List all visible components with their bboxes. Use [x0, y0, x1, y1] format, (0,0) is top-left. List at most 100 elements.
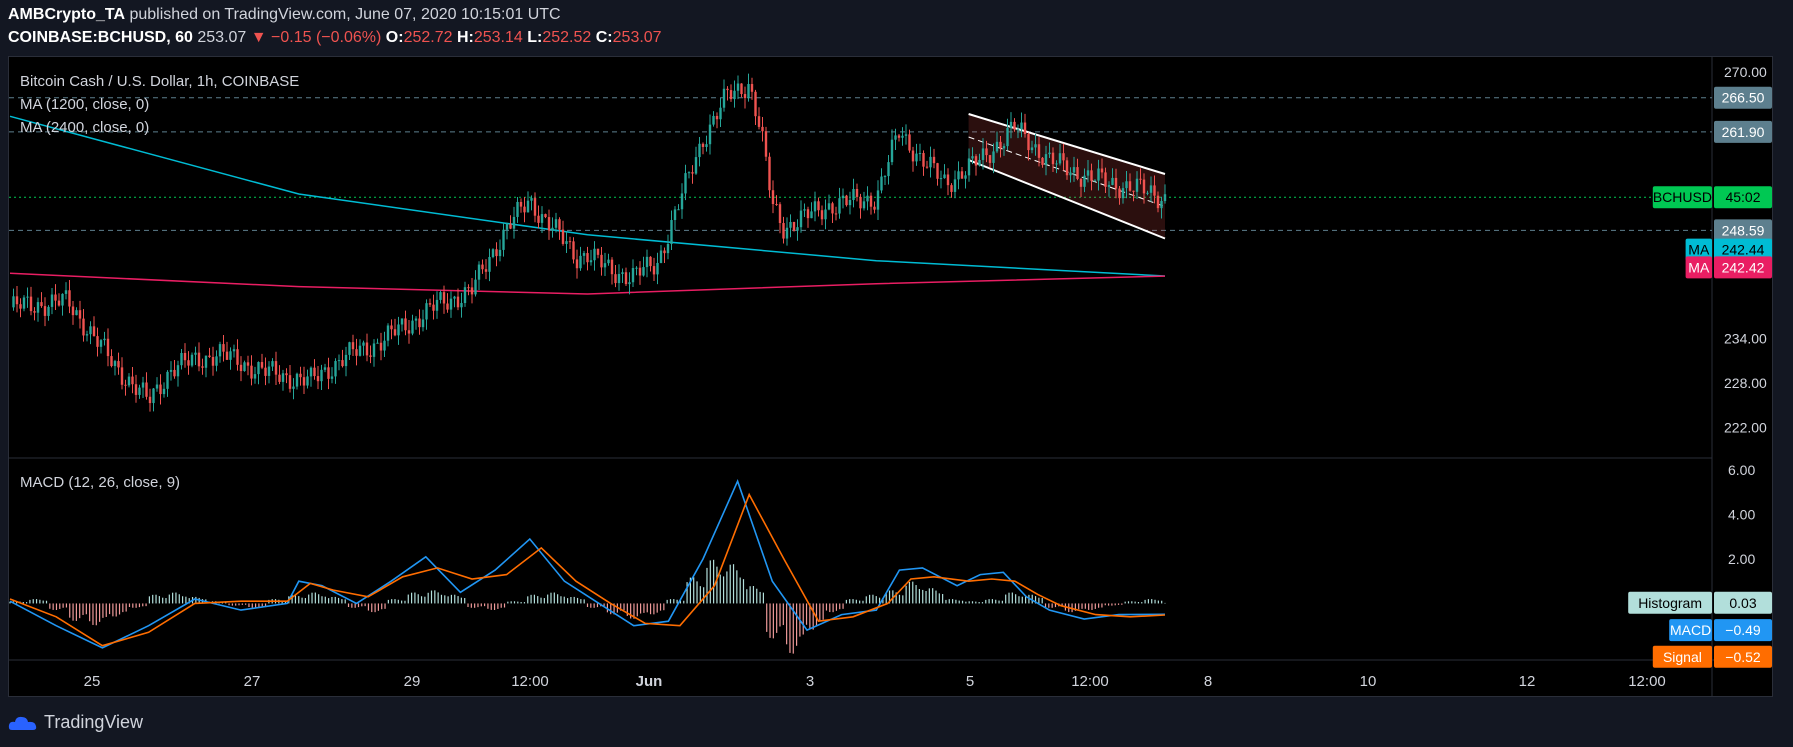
candle-body[interactable] [628, 282, 631, 285]
candle-body[interactable] [218, 344, 222, 357]
candle-body[interactable] [299, 373, 302, 378]
candle-body[interactable] [232, 349, 236, 352]
candle-body[interactable] [288, 375, 292, 389]
candle-body[interactable] [817, 201, 820, 211]
candle-body[interactable] [558, 219, 561, 230]
candle-body[interactable] [803, 209, 806, 211]
candle-body[interactable] [596, 248, 600, 255]
candle-body[interactable] [313, 367, 316, 377]
candle-body[interactable] [932, 156, 936, 164]
candle-body[interactable] [71, 306, 75, 316]
candle-body[interactable] [1009, 121, 1013, 128]
candle-body[interactable] [1027, 134, 1030, 151]
candle-body[interactable] [40, 302, 43, 307]
candle-body[interactable] [862, 201, 866, 209]
candle-body[interactable] [726, 88, 729, 91]
channel-upper-line[interactable] [968, 113, 1166, 175]
candle-body[interactable] [75, 310, 78, 316]
candle-body[interactable] [292, 386, 295, 389]
candle-body[interactable] [302, 377, 306, 386]
candle-body[interactable] [575, 259, 579, 269]
candle-body[interactable] [54, 294, 57, 301]
candle-body[interactable] [943, 174, 946, 179]
candle-body[interactable] [684, 173, 687, 194]
candle-body[interactable] [386, 325, 390, 341]
candle-body[interactable] [477, 264, 481, 280]
candle-body[interactable] [813, 201, 817, 212]
candle-body[interactable] [824, 209, 827, 220]
candle-body[interactable] [701, 143, 705, 147]
candle-body[interactable] [1160, 201, 1163, 209]
candle-body[interactable] [922, 153, 925, 167]
candle-body[interactable] [600, 254, 603, 268]
candle-body[interactable] [593, 248, 596, 261]
candle-body[interactable] [1034, 144, 1037, 148]
candle-body[interactable] [799, 210, 803, 228]
candle-body[interactable] [348, 342, 351, 355]
candle-body[interactable] [274, 361, 278, 375]
candle-body[interactable] [204, 355, 208, 368]
candle-body[interactable] [614, 274, 617, 284]
candle-body[interactable] [537, 215, 540, 223]
candle-body[interactable] [1139, 178, 1142, 180]
macd-line[interactable] [9, 479, 1166, 649]
candle-body[interactable] [474, 279, 477, 295]
candle-body[interactable] [1163, 194, 1167, 202]
candle-body[interactable] [897, 135, 901, 138]
candle-body[interactable] [960, 171, 964, 179]
candle-body[interactable] [918, 153, 922, 155]
candle-body[interactable] [1051, 152, 1055, 165]
candle-body[interactable] [285, 373, 288, 376]
candle-body[interactable] [1041, 157, 1044, 165]
candle-body[interactable] [939, 178, 943, 180]
candle-body[interactable] [334, 361, 337, 377]
candle-body[interactable] [831, 203, 834, 214]
candle-body[interactable] [110, 356, 113, 367]
candle-body[interactable] [904, 134, 908, 136]
candle-body[interactable] [533, 198, 537, 216]
candle-body[interactable] [1114, 177, 1118, 189]
candle-body[interactable] [1023, 122, 1027, 135]
candle-body[interactable] [579, 255, 582, 269]
candle-body[interactable] [19, 304, 22, 309]
candle-body[interactable] [1153, 185, 1156, 196]
candle-body[interactable] [551, 227, 554, 231]
candle-body[interactable] [610, 259, 614, 275]
candle-body[interactable] [194, 352, 197, 355]
candle-body[interactable] [481, 264, 484, 270]
candle-body[interactable] [1062, 153, 1065, 161]
candle-body[interactable] [729, 90, 733, 100]
candle-body[interactable] [978, 159, 981, 166]
candle-body[interactable] [225, 351, 229, 360]
candle-body[interactable] [617, 273, 621, 284]
candle-body[interactable] [120, 367, 124, 385]
candle-body[interactable] [624, 272, 628, 285]
candle-body[interactable] [768, 156, 771, 191]
candle-body[interactable] [792, 221, 796, 231]
candle-body[interactable] [820, 210, 824, 220]
candle-body[interactable] [708, 124, 712, 145]
candle-body[interactable] [222, 344, 225, 352]
candle-body[interactable] [621, 272, 624, 274]
candle-body[interactable] [1090, 170, 1093, 181]
candle-body[interactable] [495, 249, 498, 257]
candle-body[interactable] [586, 253, 589, 263]
candle-body[interactable] [162, 388, 166, 395]
candle-body[interactable] [22, 297, 26, 309]
candle-body[interactable] [883, 176, 887, 178]
candle-body[interactable] [736, 83, 740, 91]
candle-body[interactable] [516, 201, 519, 217]
candle-body[interactable] [190, 354, 194, 366]
candle-body[interactable] [785, 227, 789, 239]
candle-body[interactable] [848, 199, 852, 206]
candle-body[interactable] [645, 256, 649, 268]
candle-body[interactable] [57, 300, 61, 306]
candle-body[interactable] [369, 355, 372, 357]
candle-body[interactable] [635, 267, 638, 269]
candle-body[interactable] [505, 223, 509, 230]
candle-body[interactable] [271, 361, 274, 367]
candle-body[interactable] [733, 90, 736, 100]
candle-body[interactable] [1093, 180, 1097, 182]
candle-body[interactable] [631, 268, 635, 283]
candle-body[interactable] [1065, 160, 1069, 176]
